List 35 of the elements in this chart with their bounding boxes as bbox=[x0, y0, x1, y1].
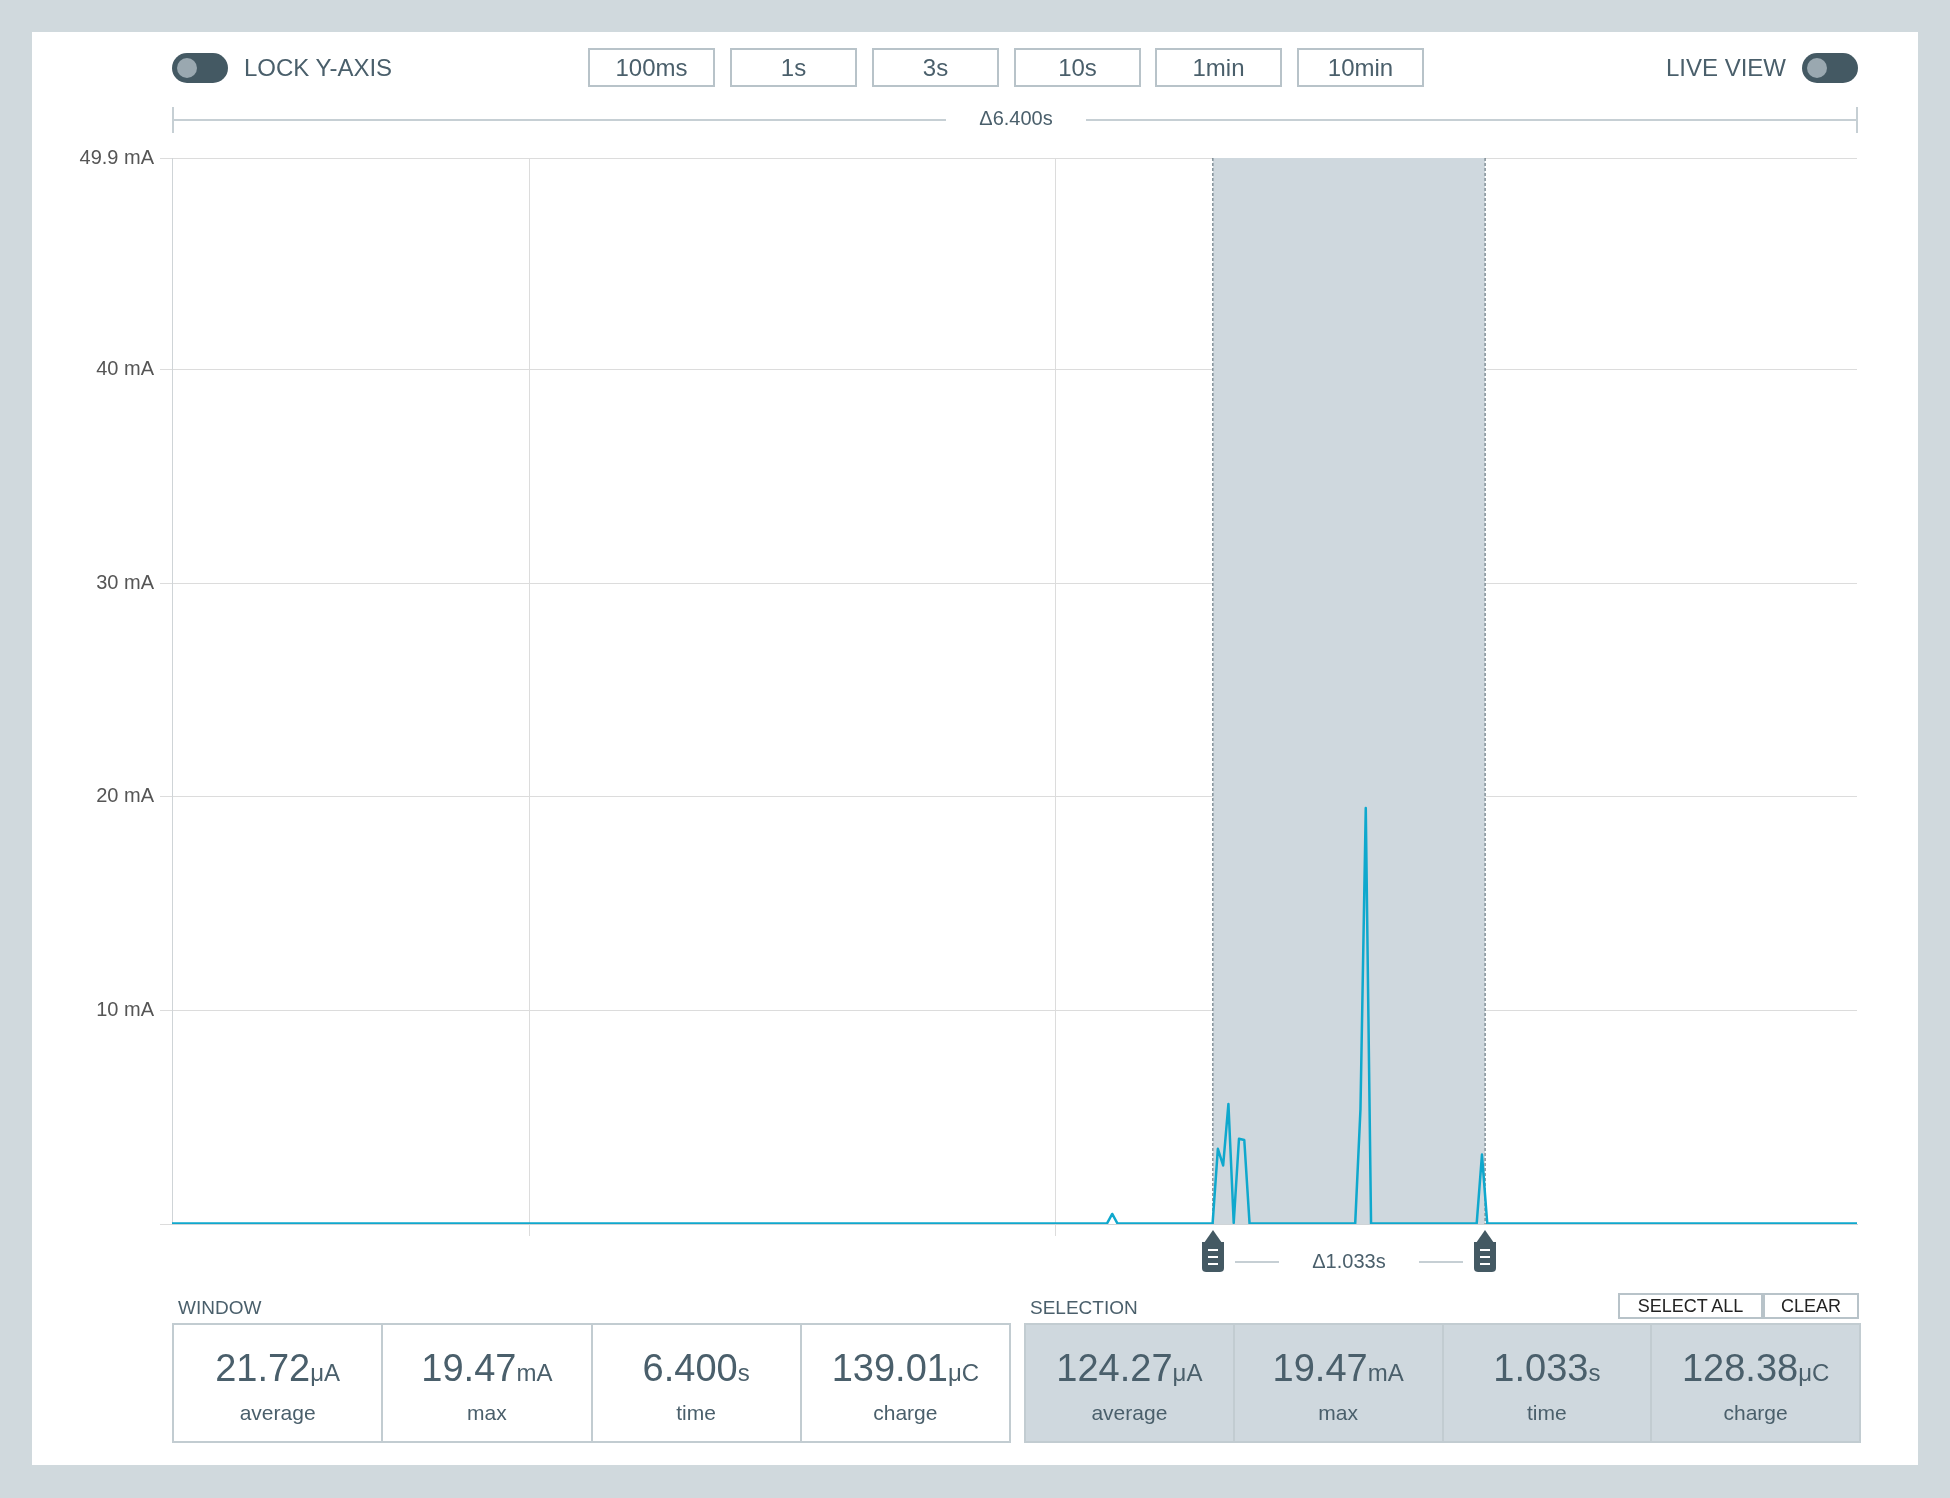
text: 21.72μA bbox=[214, 1347, 342, 1390]
y-tick-label: 30 mA bbox=[96, 570, 155, 593]
text: 19.47mA bbox=[1271, 1347, 1405, 1390]
text: SELECTION bbox=[1030, 1297, 1138, 1319]
y-tick-label: 49.9 mA bbox=[79, 145, 155, 168]
text: LIVE VIEW bbox=[1665, 54, 1786, 82]
text: 1.033s bbox=[1492, 1347, 1602, 1390]
text: 6.400s bbox=[641, 1347, 751, 1390]
text: WINDOW bbox=[178, 1297, 262, 1319]
text: time bbox=[1526, 1401, 1568, 1425]
y-tick-label: 40 mA bbox=[96, 357, 155, 380]
text: 139.01μC bbox=[830, 1347, 981, 1390]
text: max bbox=[1317, 1401, 1359, 1425]
text: average bbox=[1090, 1401, 1169, 1425]
text: charge bbox=[1722, 1401, 1789, 1425]
text: Δ6.400s bbox=[946, 107, 1086, 130]
text: 128.38μC bbox=[1680, 1347, 1831, 1390]
y-tick-label: 10 mA bbox=[96, 997, 155, 1020]
text: CLEAR bbox=[1763, 1293, 1859, 1319]
text: 100ms bbox=[588, 48, 715, 87]
text: 1min bbox=[1155, 48, 1282, 87]
text: Δ1.033s bbox=[1278, 1250, 1419, 1273]
text: SELECT ALL bbox=[1618, 1293, 1763, 1319]
text: max bbox=[466, 1401, 508, 1425]
text: LOCK Y-AXIS bbox=[244, 54, 393, 82]
text: 19.47mA bbox=[420, 1347, 554, 1390]
text: 10min bbox=[1297, 48, 1424, 87]
text: average bbox=[238, 1401, 317, 1425]
text: charge bbox=[872, 1401, 939, 1425]
text: 10s bbox=[1014, 48, 1141, 87]
text: 1s bbox=[730, 48, 857, 87]
text: time bbox=[675, 1401, 717, 1425]
y-tick-label: 20 mA bbox=[96, 784, 155, 807]
text: 124.27μA bbox=[1055, 1347, 1204, 1390]
text: 3s bbox=[872, 48, 999, 87]
